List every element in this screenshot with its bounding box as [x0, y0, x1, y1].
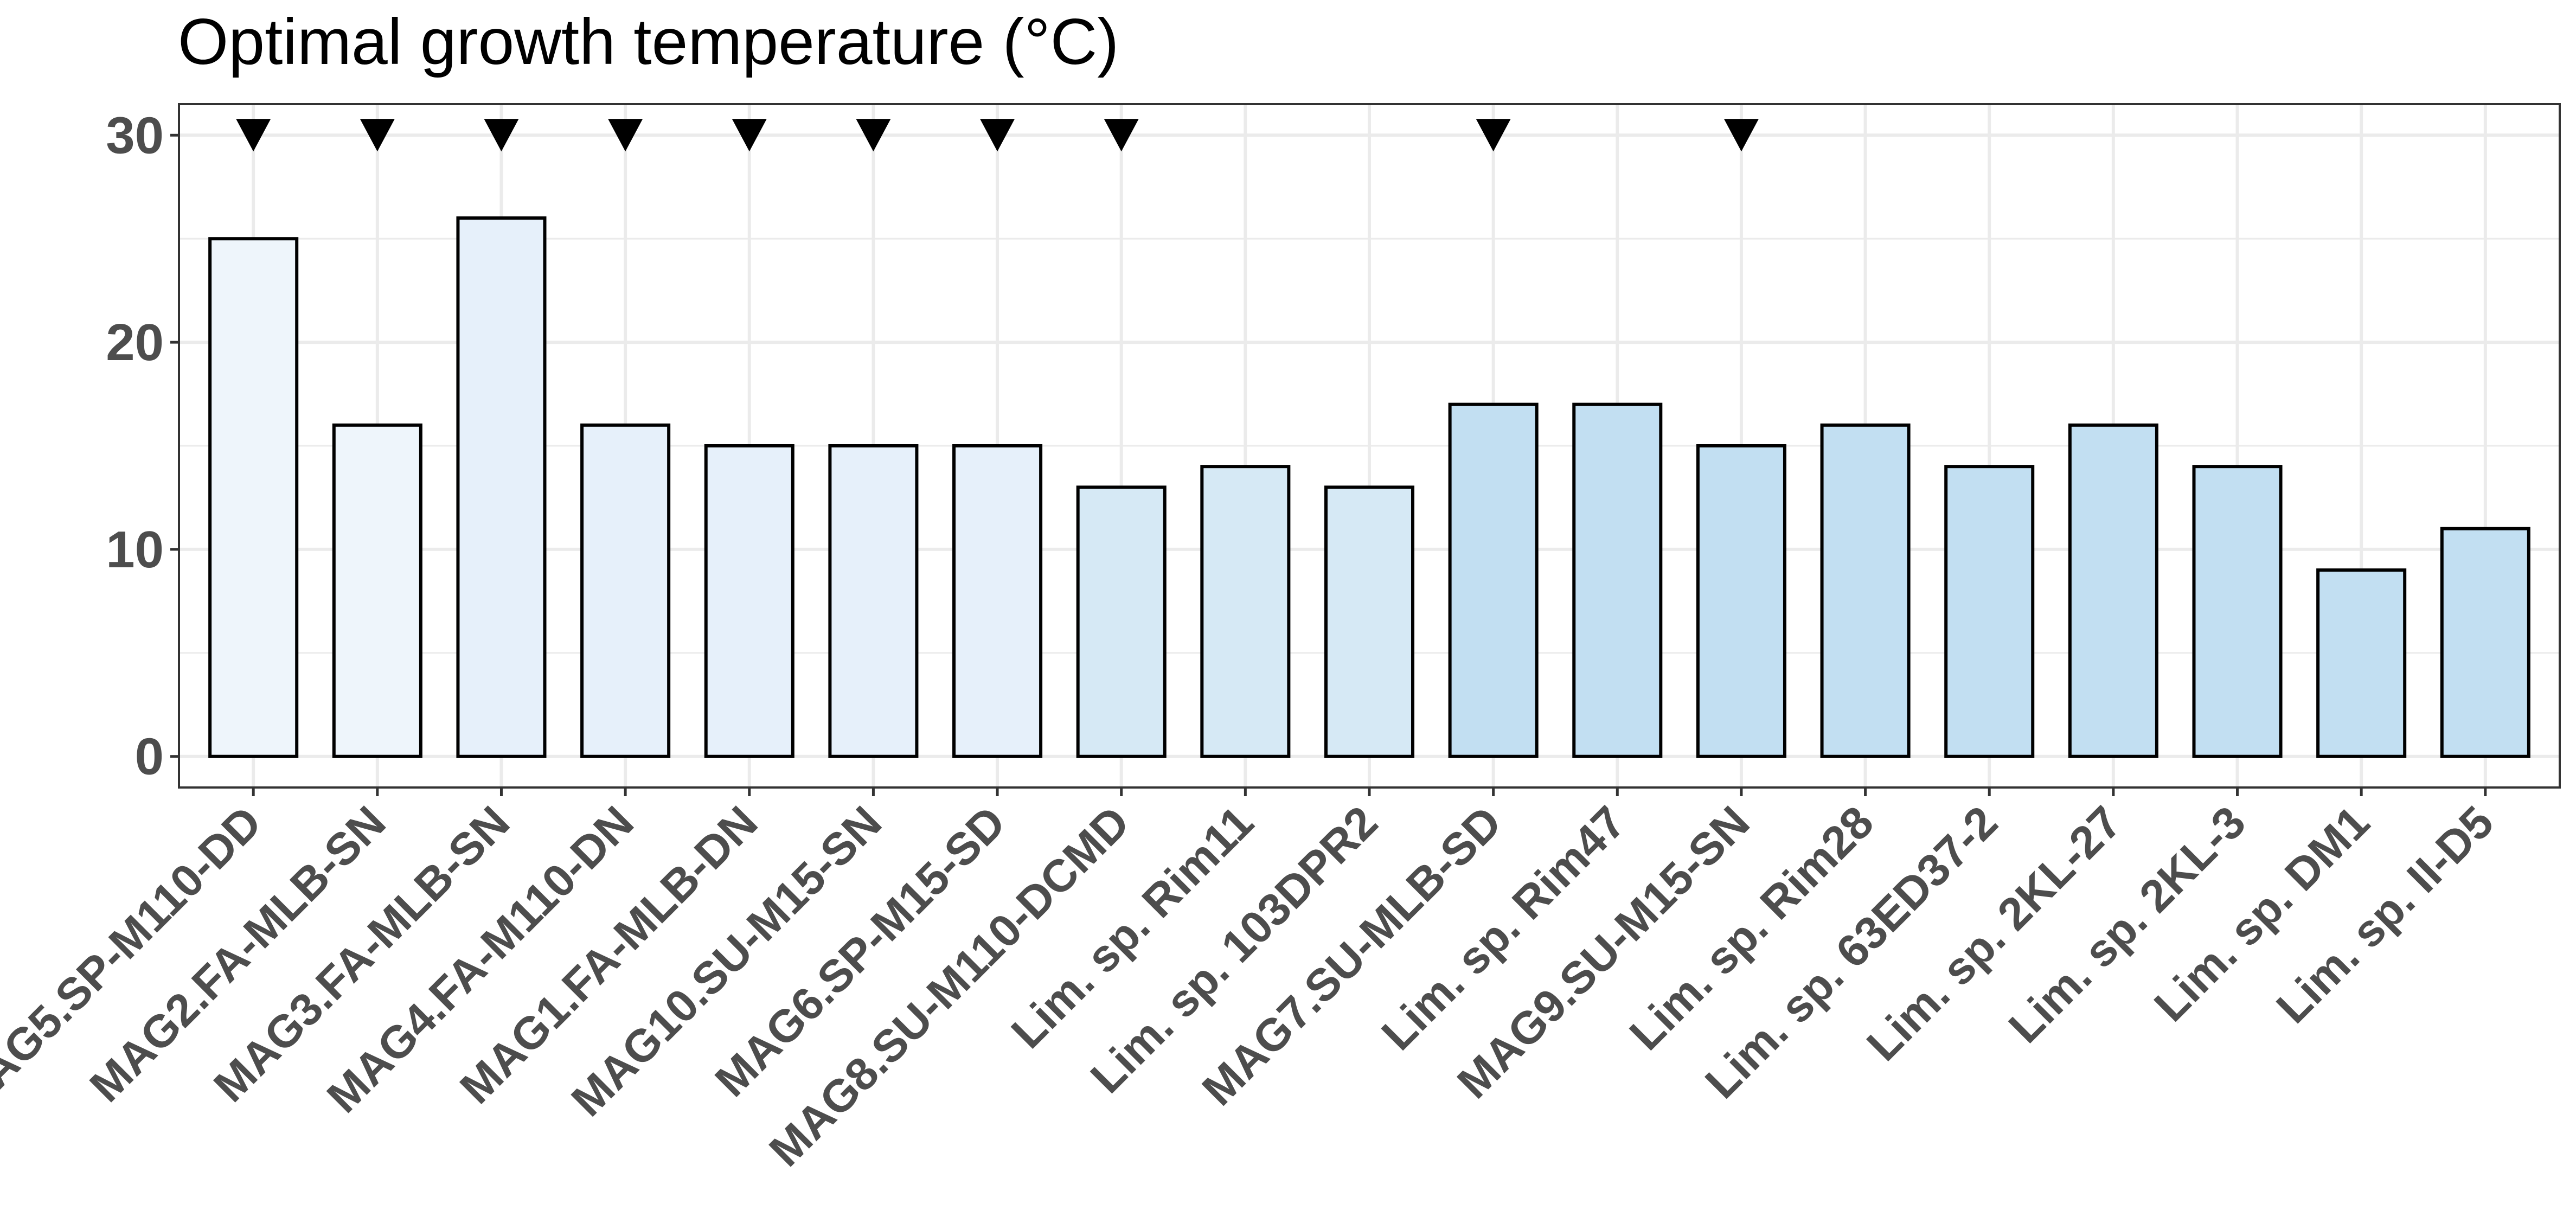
triangle-marker [856, 119, 891, 152]
triangle-marker [1104, 119, 1139, 152]
bar [1572, 402, 1663, 758]
bar [952, 444, 1043, 758]
bar [1448, 402, 1539, 758]
bar [1820, 423, 1911, 758]
bar [2068, 423, 2158, 758]
bar [1200, 465, 1291, 758]
triangle-marker [1476, 119, 1511, 152]
bar [580, 423, 671, 758]
triangle-marker [732, 119, 767, 152]
y-tick-label: 30 [106, 106, 164, 164]
bar [1076, 485, 1167, 758]
x-tick-label: Lim. sp. DM1 [2144, 796, 2379, 1031]
x-axis: MAG5.SP-M110-DDMAG2.FA-MLB-SNMAG3.FA-MLB… [0, 787, 2503, 1176]
y-tick-label: 10 [106, 521, 164, 579]
markers [236, 119, 1759, 152]
triangle-marker [608, 119, 643, 152]
triangle-marker [236, 119, 271, 152]
y-tick-label: 20 [106, 313, 164, 372]
triangle-marker [1723, 119, 1759, 152]
bar [828, 444, 919, 758]
bar [704, 444, 794, 758]
x-tick-label: Lim. sp. II-D5 [2266, 796, 2503, 1033]
bar [2440, 527, 2530, 758]
bar [1324, 485, 1415, 758]
y-axis: 0 10 20 30 [106, 106, 179, 786]
bar [2316, 568, 2407, 758]
bar [1944, 465, 2035, 758]
bar [208, 237, 299, 758]
triangle-marker [360, 119, 395, 152]
bar [332, 423, 422, 758]
bar [2192, 465, 2283, 758]
triangle-marker [980, 119, 1015, 152]
bar [1696, 444, 1786, 758]
bar [456, 216, 547, 758]
chart-title: Optimal growth temperature (°C) [178, 5, 1119, 78]
y-tick-label: 0 [135, 728, 164, 786]
bars [208, 216, 2530, 758]
triangle-marker [484, 119, 519, 152]
